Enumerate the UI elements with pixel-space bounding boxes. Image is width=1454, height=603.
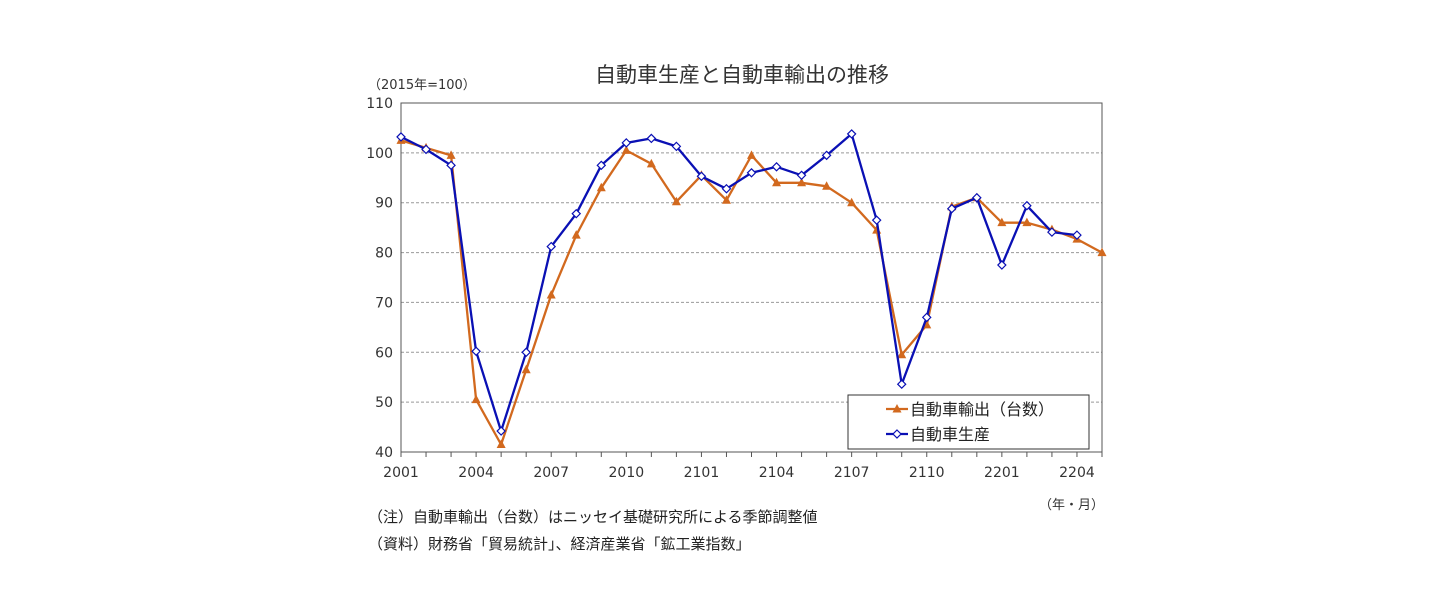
series-line <box>400 132 1078 433</box>
y-tick-label: 90 <box>375 196 393 212</box>
y-tick-label: 80 <box>375 246 393 262</box>
data-point <box>571 208 582 219</box>
data-point <box>696 171 707 182</box>
data-point <box>446 150 456 159</box>
data-point <box>746 167 757 178</box>
data-point <box>1072 230 1082 240</box>
gridlines <box>401 152 1102 403</box>
note-text: （注）自動車輸出（台数）はニッセイ基礎研究所による季節調整値 <box>368 508 818 526</box>
x-tick-label: 2101 <box>684 465 720 481</box>
data-point <box>646 133 657 144</box>
data-point <box>797 177 807 187</box>
y-tick-label: 60 <box>375 345 393 361</box>
data-point <box>521 347 532 358</box>
data-point <box>521 364 531 374</box>
data-point <box>796 170 807 181</box>
data-point <box>446 160 456 171</box>
data-point <box>596 160 607 171</box>
data-point <box>671 196 681 206</box>
data-point <box>771 161 782 172</box>
data-point <box>897 349 907 359</box>
data-point <box>496 426 506 436</box>
data-point <box>946 203 957 214</box>
data-point <box>892 429 902 439</box>
data-point <box>721 183 732 194</box>
data-point <box>1097 247 1107 257</box>
data-point <box>671 141 682 152</box>
x-tick-label: 2104 <box>759 465 795 481</box>
x-tick-label: 2110 <box>909 465 945 481</box>
data-point <box>1047 227 1057 237</box>
data-point <box>921 312 932 323</box>
y-tick-label: 100 <box>366 146 393 162</box>
x-tick-label: 2107 <box>834 465 870 481</box>
data-point <box>892 404 902 413</box>
y-axis-unit-label: （2015年=100） <box>368 78 476 93</box>
x-tick-label: 2004 <box>458 465 494 481</box>
x-tick-label: 2010 <box>609 465 645 481</box>
data-point <box>571 230 581 239</box>
data-point <box>822 181 832 190</box>
data-point <box>846 129 857 139</box>
data-point <box>646 158 656 168</box>
data-point <box>621 145 631 154</box>
data-point <box>896 379 907 390</box>
y-tick-label: 50 <box>375 395 393 411</box>
series-layer <box>396 129 1107 449</box>
chart-title: 自動車生産と自動車輸出の推移 <box>595 63 889 87</box>
source-text: （資料）財務省「貿易統計」、経済産業省「鉱工業指数」 <box>368 535 751 553</box>
data-point <box>1022 217 1032 227</box>
y-tick-label: 110 <box>366 96 393 112</box>
x-axis-unit-label: （年・月） <box>1039 498 1104 513</box>
data-point <box>1022 200 1032 211</box>
data-point <box>621 138 632 148</box>
data-point <box>396 132 406 142</box>
legend: 自動車輸出（台数） 自動車生産 <box>847 394 1090 450</box>
data-point <box>721 195 731 204</box>
data-point <box>421 144 431 155</box>
x-tick-label: 2001 <box>383 465 419 481</box>
data-point <box>847 197 857 207</box>
legend-label: 自動車輸出（台数） <box>910 400 1054 419</box>
x-tick-label: 2204 <box>1059 465 1095 481</box>
data-point <box>471 394 481 404</box>
legend-label: 自動車生産 <box>910 425 990 444</box>
data-point <box>971 192 982 203</box>
data-point <box>471 346 481 357</box>
data-point <box>997 260 1007 270</box>
data-point <box>997 217 1007 227</box>
axes: 40 50 60 70 80 90 100 110 2001 2004 2007 2010 2101 21… <box>366 96 1103 481</box>
x-tick-label: 2007 <box>533 465 569 481</box>
legend-box <box>847 394 1090 450</box>
data-point <box>871 215 882 226</box>
data-point <box>496 439 506 449</box>
data-point <box>821 150 832 161</box>
data-point <box>772 177 782 187</box>
y-tick-label: 70 <box>375 295 393 311</box>
y-tick-label: 40 <box>375 445 393 461</box>
data-point <box>546 289 556 299</box>
series-production <box>396 129 1082 436</box>
data-point <box>546 241 557 252</box>
data-point <box>747 150 756 159</box>
x-tick-label: 2201 <box>984 465 1020 481</box>
data-point <box>596 182 606 192</box>
